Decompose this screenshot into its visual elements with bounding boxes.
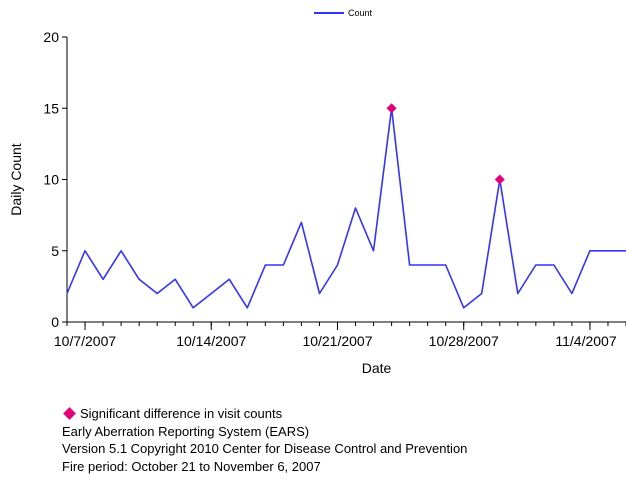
x-tick-label: 10/14/2007 — [176, 333, 246, 349]
x-tick-label: 11/4/2007 — [555, 333, 616, 349]
note-version: Version 5.1 Copyright 2010 Center for Di… — [62, 441, 468, 456]
note-system: Early Aberration Reporting System (EARS) — [62, 423, 310, 439]
series-line-count — [66, 107, 626, 309]
significance-legend: Significant difference in visit counts — [62, 405, 467, 423]
y-tick-label-20: 20 — [43, 29, 59, 45]
significance-diamond-icon — [63, 407, 76, 421]
significance-label: Significant difference in visit counts — [80, 406, 283, 421]
significant-point-marker — [494, 174, 505, 185]
x-tick-label: 10/21/2007 — [302, 333, 372, 349]
x-tick-label: 10/28/2007 — [429, 333, 499, 349]
line-chart: 0 5 10 15 20 10/7/2007 10/14/2007 10/21/2007 10/… — [8, 29, 626, 376]
y-axis-title: Daily Count — [8, 143, 24, 215]
y-tick-label-15: 15 — [43, 100, 59, 116]
x-tick-label: 10/7/2007 — [54, 333, 116, 349]
legend-label-count: Count — [348, 8, 373, 18]
legend-swatch-count — [314, 12, 344, 14]
x-axis-title: Date — [362, 360, 392, 376]
y-tick-label-0: 0 — [51, 314, 59, 330]
chart-legend: Count — [314, 8, 372, 18]
note-fire-period: Fire period: October 21 to November 6, 2… — [62, 458, 321, 474]
y-tick-label-5: 5 — [51, 243, 59, 259]
chart-notes: Significant difference in visit counts E… — [62, 405, 467, 475]
y-tick-label-10: 10 — [43, 172, 59, 188]
significant-point-marker — [386, 103, 397, 114]
